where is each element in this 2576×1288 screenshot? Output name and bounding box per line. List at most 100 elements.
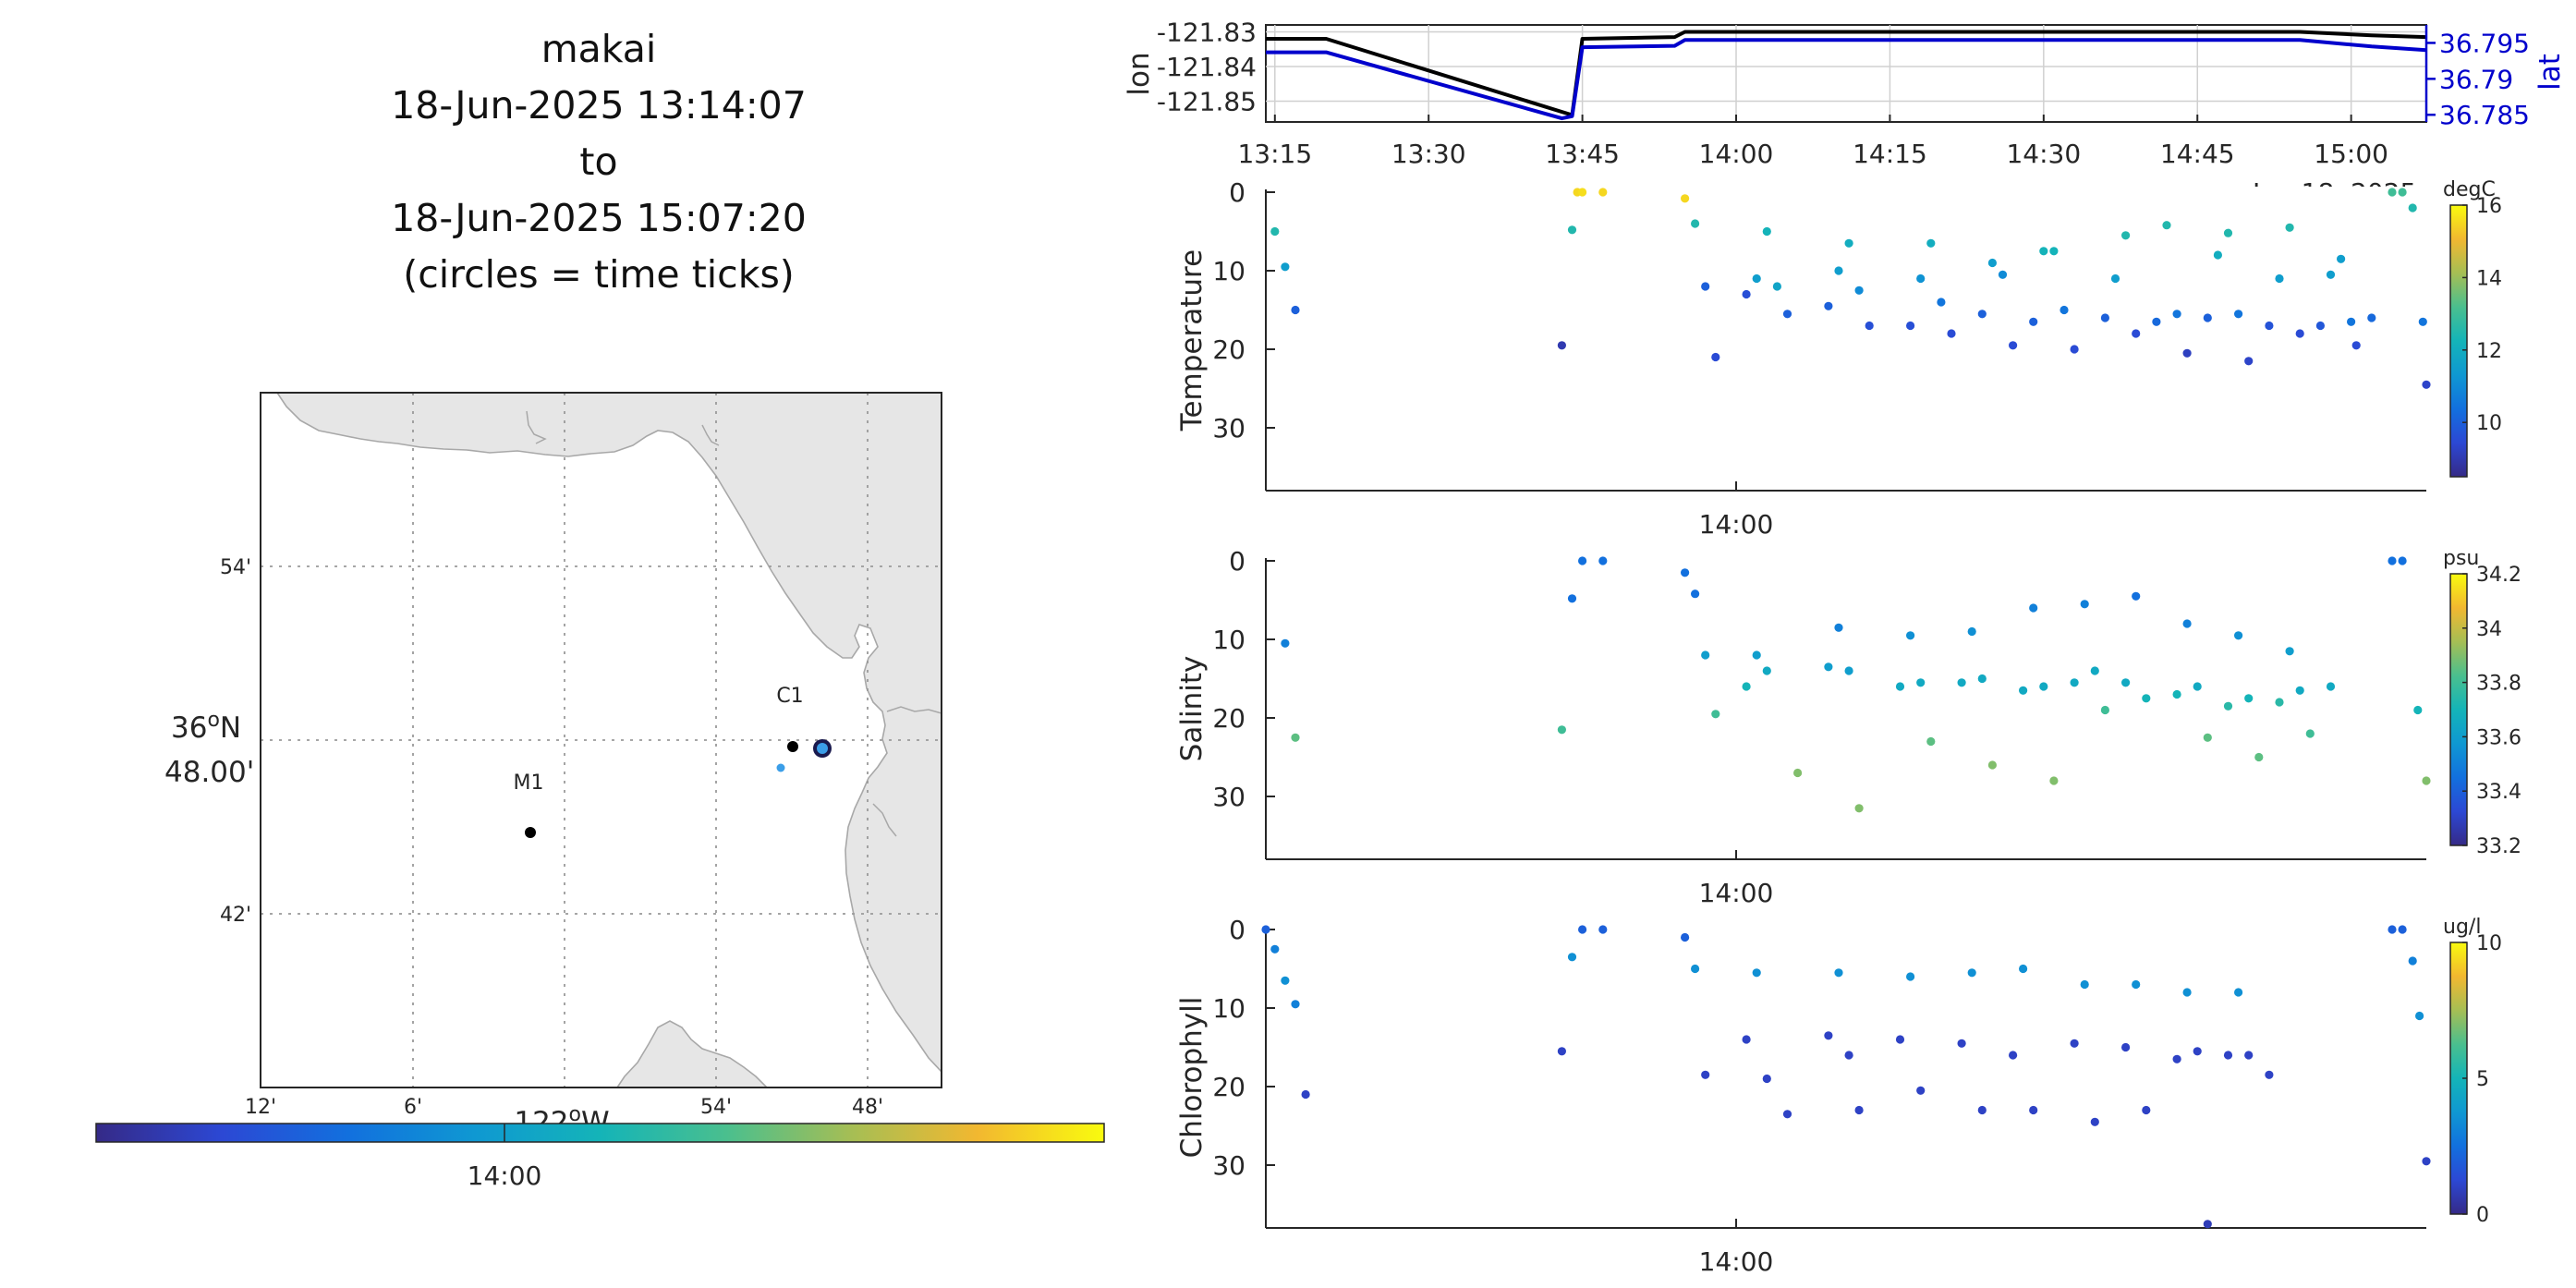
salinity-ytick-label-3: 30	[1212, 782, 1245, 812]
temperature-point-33	[2049, 247, 2059, 256]
chlorophyll-point-6	[1567, 953, 1577, 962]
salinity-point-19	[1906, 631, 1915, 640]
chlorophyll-point-28	[2029, 1105, 2038, 1115]
station-m1-label: M1	[514, 772, 544, 795]
salinity-point-13	[1793, 768, 1803, 778]
chlorophyll-point-7	[1578, 925, 1587, 934]
salinity-point-5	[1598, 556, 1608, 565]
temperature-ytick-label-1: 10	[1212, 256, 1245, 286]
temperature-point-53	[2315, 321, 2325, 331]
temperature-point-24	[1926, 238, 1936, 248]
temperature-point-30	[2009, 341, 2018, 350]
temperature-point-57	[2351, 341, 2361, 350]
title-line-5: (circles = time ticks)	[403, 252, 795, 297]
temperature-point-48	[2244, 357, 2254, 366]
temperature-point-6	[1578, 188, 1587, 197]
salinity-colorbar	[2449, 573, 2468, 846]
temperature-point-59	[2388, 188, 2397, 197]
position-ytick-left-0: -121.83	[1157, 18, 1257, 48]
chlorophyll-point-45	[2408, 956, 2417, 966]
chlorophyll-point-8	[1598, 925, 1608, 934]
chlorophyll-ylabel: Chlorophyll	[1175, 997, 1209, 1159]
chlorophyll-point-26	[2009, 1051, 2018, 1060]
temperature-point-25	[1937, 298, 1946, 307]
temperature-point-43	[2182, 348, 2192, 358]
salinity-point-52	[2413, 705, 2423, 715]
temperature-colorbar-label-1: 14	[2476, 267, 2502, 290]
temperature-point-17	[1824, 301, 1833, 310]
salinity-point-37	[2172, 689, 2181, 699]
chlorophyll-ytick-label-1: 10	[1212, 993, 1245, 1024]
chlorophyll-point-34	[2142, 1105, 2151, 1115]
salinity-point-24	[1977, 674, 1987, 684]
salinity-colorbar-label-0: 34.2	[2476, 564, 2521, 587]
map-land-south	[616, 1020, 769, 1088]
salinity-ytick-label-0: 0	[1229, 546, 1245, 577]
figure-title: makai 18-Jun-2025 13:14:07 to 18-Jun-202…	[391, 27, 807, 297]
chlorophyll-point-23	[1957, 1039, 1966, 1048]
chlorophyll-point-40	[2234, 988, 2243, 997]
salinity-point-29	[2049, 776, 2059, 785]
temperature-point-10	[1701, 282, 1710, 291]
chlorophyll-ytick-label-3: 30	[1212, 1150, 1245, 1181]
temperature-point-38	[2121, 231, 2131, 240]
temperature-point-2	[1291, 305, 1300, 315]
chlorophyll-point-47	[2422, 1157, 2431, 1166]
salinity-point-21	[1926, 736, 1936, 747]
salinity-point-25	[1987, 760, 1997, 770]
temperature-point-7	[1598, 188, 1608, 197]
temperature-ytick-label-3: 30	[1212, 413, 1245, 444]
temperature-point-42	[2172, 310, 2181, 319]
station-c1-marker	[787, 741, 798, 752]
temperature-point-21	[1865, 321, 1874, 331]
chlorophyll-point-38	[2203, 1220, 2212, 1229]
temperature-point-34	[2060, 305, 2069, 315]
salinity-point-33	[2100, 705, 2109, 715]
track-cluster-inner	[817, 743, 828, 754]
chlorophyll-point-46	[2415, 1011, 2424, 1021]
position-xtick-label-5: 14:30	[2006, 139, 2081, 169]
chlorophyll-point-25	[1977, 1105, 1987, 1115]
position-xtick-label-3: 14:00	[1699, 139, 1774, 169]
chlorophyll-point-41	[2244, 1051, 2254, 1060]
salinity-point-38	[2182, 619, 2192, 628]
temperature-point-41	[2162, 221, 2171, 230]
position-ytick-left-1: -121.84	[1157, 52, 1257, 82]
temperature-point-51	[2285, 223, 2294, 232]
chlorophyll-point-3	[1291, 1000, 1300, 1009]
chlorophyll-point-18	[1844, 1051, 1853, 1060]
track-point-west	[776, 763, 785, 772]
time-colorbar: 14:00	[95, 1123, 1105, 1191]
chlorophyll-point-33	[2132, 979, 2141, 990]
chlorophyll-point-37	[2193, 1047, 2202, 1056]
map-lon-tick-12: 12'	[245, 1096, 276, 1119]
temperature-ytick-label-2: 20	[1212, 334, 1245, 365]
chlorophyll-point-13	[1752, 968, 1761, 978]
salinity-point-14	[1824, 662, 1833, 672]
salinity-colorbar-label-5: 33.2	[2476, 835, 2521, 858]
temperature-point-12	[1742, 289, 1751, 299]
chlorophyll-point-12	[1742, 1035, 1751, 1044]
map-lat-tick-54: 54'	[220, 556, 251, 579]
chlorophyll-point-42	[2265, 1070, 2274, 1079]
salinity-point-51	[2398, 556, 2407, 565]
salinity-point-4	[1578, 556, 1587, 565]
temperature-point-49	[2265, 321, 2274, 331]
station-c1: C1	[776, 685, 804, 752]
map-lat-tick-48: 36oN 48.00'	[164, 709, 254, 789]
position-ytick-right-0: 36.795	[2439, 28, 2530, 58]
salinity-point-50	[2388, 556, 2397, 565]
temperature-colorbar-label-0: 16	[2476, 195, 2502, 218]
chlorophyll-point-11	[1701, 1070, 1710, 1079]
temperature-point-8	[1681, 194, 1690, 203]
salinity-point-30	[2070, 678, 2079, 687]
salinity-point-42	[2234, 631, 2243, 640]
temperature-point-47	[2234, 310, 2243, 319]
salinity-point-46	[2285, 647, 2294, 656]
map-lon-tick-48: 48'	[852, 1096, 883, 1119]
map-track	[776, 739, 832, 772]
temperature-point-39	[2132, 329, 2141, 338]
position-xtick-label-4: 14:15	[1853, 139, 1927, 169]
